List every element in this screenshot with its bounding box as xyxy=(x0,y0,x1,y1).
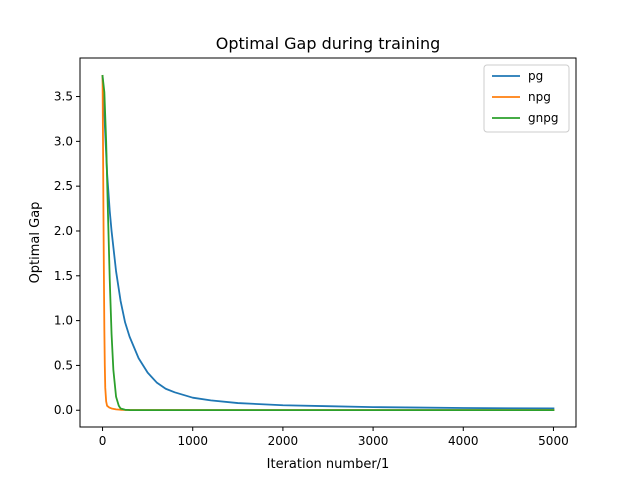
y-tick-label: 1.0 xyxy=(54,314,73,328)
y-tick-label: 3.5 xyxy=(54,90,73,104)
series-layer xyxy=(101,74,555,412)
y-axis-ticks: 0.0 0.5 1.0 1.5 2.0 2.5 3.0 3.5 xyxy=(54,90,80,417)
legend-box xyxy=(483,64,570,133)
x-tick-label: 3000 xyxy=(358,434,389,448)
y-tick-label: 0.0 xyxy=(54,403,73,417)
y-tick-label: 2.0 xyxy=(54,224,73,238)
legend: pg npg gnpg xyxy=(483,64,570,133)
y-tick-label: 1.5 xyxy=(54,269,73,283)
x-tick-label: 5000 xyxy=(538,434,569,448)
x-axis-ticks: 0 1000 2000 3000 4000 5000 xyxy=(99,427,569,448)
chart-title: Optimal Gap during training xyxy=(216,34,441,53)
x-tick-label: 0 xyxy=(99,434,107,448)
x-axis-label: Iteration number/1 xyxy=(267,457,390,472)
series-line-pg xyxy=(101,74,555,410)
legend-label-gnpg: gnpg xyxy=(528,111,558,125)
legend-label-pg: pg xyxy=(528,69,543,83)
y-tick-label: 0.5 xyxy=(54,358,73,372)
series-line-gnpg xyxy=(101,74,555,412)
y-tick-label: 2.5 xyxy=(54,179,73,193)
x-tick-label: 2000 xyxy=(268,434,299,448)
x-tick-label: 1000 xyxy=(177,434,208,448)
y-tick-label: 3.0 xyxy=(54,134,73,148)
y-axis-label: Optimal Gap xyxy=(28,202,43,284)
x-tick-label: 4000 xyxy=(448,434,479,448)
plot-frame xyxy=(79,57,577,428)
legend-label-npg: npg xyxy=(528,90,551,104)
